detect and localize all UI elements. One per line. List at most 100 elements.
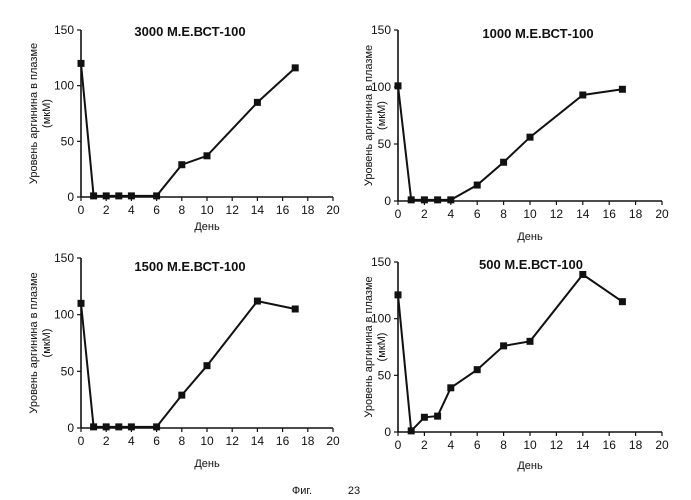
- data-point: [254, 99, 261, 106]
- data-point: [153, 423, 160, 430]
- data-point: [421, 196, 428, 203]
- y-axis-label: Уровень аргинина в плазме: [28, 272, 40, 413]
- x-tick-label: 16: [603, 207, 617, 221]
- y-tick-label: 0: [67, 421, 74, 435]
- data-point: [115, 192, 122, 199]
- data-point: [434, 196, 441, 203]
- data-point: [78, 60, 85, 67]
- y-axis-unit-label: (мкМ): [376, 101, 388, 130]
- x-tick-label: 0: [78, 203, 85, 217]
- data-point: [447, 196, 454, 203]
- x-tick-label: 2: [103, 434, 110, 448]
- x-tick-label: 8: [178, 434, 185, 448]
- data-point: [434, 413, 441, 420]
- y-tick-label: 0: [384, 194, 391, 208]
- data-point: [153, 192, 160, 199]
- x-tick-label: 20: [655, 207, 669, 221]
- data-point: [474, 182, 481, 189]
- chart-panel-3000: 05010015002468101214161820ДеньУровень ар…: [28, 23, 340, 233]
- x-tick-label: 16: [603, 438, 617, 452]
- chart-title: 500 М.Е.ВСТ-100: [479, 257, 583, 272]
- x-tick-label: 4: [128, 203, 135, 217]
- y-tick-label: 150: [54, 23, 74, 37]
- data-point: [395, 291, 402, 298]
- chart-title: 1000 М.Е.ВСТ-100: [482, 26, 593, 41]
- data-point: [395, 82, 402, 89]
- x-tick-label: 18: [301, 434, 315, 448]
- x-tick-label: 6: [474, 207, 481, 221]
- y-tick-label: 150: [371, 255, 391, 269]
- x-tick-label: 12: [550, 438, 564, 452]
- x-tick-label: 6: [153, 203, 160, 217]
- data-point: [128, 423, 135, 430]
- chart-panel-1500: 05010015002468101214161820ДеньУровень ар…: [28, 251, 340, 470]
- data-point: [408, 196, 415, 203]
- data-point: [78, 300, 85, 307]
- series-line: [398, 86, 622, 200]
- y-axis-unit-label: (мкМ): [376, 333, 388, 362]
- x-tick-label: 6: [153, 434, 160, 448]
- y-tick-label: 100: [54, 308, 74, 322]
- data-point: [408, 427, 415, 434]
- data-point: [619, 86, 626, 93]
- chart-title: 3000 М.Е.ВСТ-100: [134, 24, 245, 39]
- x-tick-label: 12: [550, 207, 564, 221]
- data-point: [474, 366, 481, 373]
- x-tick-label: 14: [576, 207, 590, 221]
- x-tick-label: 10: [523, 438, 537, 452]
- data-point: [103, 423, 110, 430]
- x-tick-label: 18: [629, 438, 643, 452]
- x-tick-label: 6: [474, 438, 481, 452]
- y-tick-label: 50: [378, 137, 392, 151]
- data-point: [447, 384, 454, 391]
- data-point: [421, 414, 428, 421]
- x-tick-label: 0: [395, 438, 402, 452]
- series-line: [81, 301, 295, 427]
- y-tick-label: 150: [54, 251, 74, 265]
- x-axis-label: День: [194, 221, 220, 233]
- x-tick-label: 4: [447, 207, 454, 221]
- x-tick-label: 4: [447, 438, 454, 452]
- data-point: [178, 161, 185, 168]
- y-tick-label: 100: [54, 79, 74, 93]
- data-point: [292, 64, 299, 71]
- x-tick-label: 8: [178, 203, 185, 217]
- y-axis-unit-label: (мкМ): [41, 329, 53, 358]
- x-tick-label: 8: [500, 438, 507, 452]
- data-point: [500, 159, 507, 166]
- data-point: [178, 392, 185, 399]
- x-tick-label: 20: [326, 434, 340, 448]
- data-point: [619, 298, 626, 305]
- x-axis-label: День: [517, 231, 543, 243]
- y-axis-label: Уровень аргинина в плазме: [363, 45, 375, 186]
- y-tick-label: 50: [61, 134, 75, 148]
- x-tick-label: 12: [226, 434, 240, 448]
- y-axis-label: Уровень аргинина в плазме: [363, 276, 375, 417]
- x-tick-label: 20: [655, 438, 669, 452]
- data-point: [128, 192, 135, 199]
- x-tick-label: 2: [421, 438, 428, 452]
- x-tick-label: 14: [576, 438, 590, 452]
- x-tick-label: 0: [78, 434, 85, 448]
- y-axis-unit-label: (мкМ): [41, 99, 53, 128]
- figure-caption-number: 23: [348, 485, 360, 497]
- data-point: [90, 423, 97, 430]
- x-tick-label: 2: [103, 203, 110, 217]
- data-point: [527, 134, 534, 141]
- series-line: [81, 63, 295, 196]
- chart-panel-1000: 05010015002468101214161820ДеньУровень ар…: [363, 23, 669, 243]
- x-tick-label: 10: [200, 203, 214, 217]
- x-tick-label: 8: [500, 207, 507, 221]
- data-point: [527, 338, 534, 345]
- figure-caption-label: Фиг.: [292, 485, 312, 497]
- data-point: [292, 306, 299, 313]
- x-tick-label: 16: [276, 434, 290, 448]
- x-axis-label: День: [517, 460, 543, 472]
- x-tick-label: 12: [226, 203, 240, 217]
- chart-title: 1500 М.Е.ВСТ-100: [134, 259, 245, 274]
- y-tick-label: 0: [67, 190, 74, 204]
- x-tick-label: 18: [629, 207, 643, 221]
- y-tick-label: 0: [384, 425, 391, 439]
- x-tick-label: 18: [301, 203, 315, 217]
- x-tick-label: 16: [276, 203, 290, 217]
